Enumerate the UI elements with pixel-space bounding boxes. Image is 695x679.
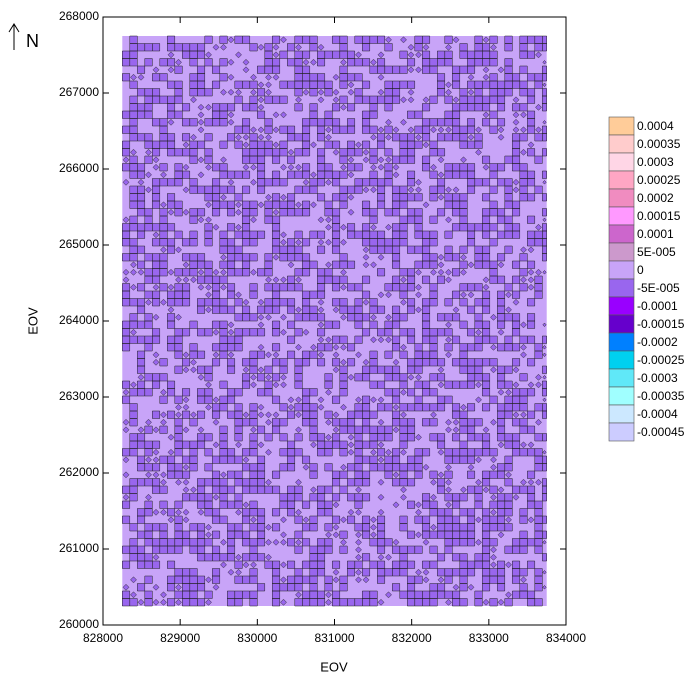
y-tick-label: 260000 [59,617,99,631]
colorbar-swatch [608,422,635,442]
colorbar-label: -0.00035 [637,389,685,403]
colorbar-swatch [608,386,635,406]
colorbar-label: 0.00035 [637,137,681,151]
y-tick-label: 265000 [59,237,99,251]
colorbar-label: -0.0003 [637,371,678,385]
x-tick-label: 831000 [314,631,354,645]
colorbar-swatch [608,260,635,280]
colorbar-swatch [608,206,635,226]
y-tick-label: 264000 [59,313,99,327]
y-tick-label: 261000 [59,541,99,555]
colorbar-label: 0.0001 [637,227,674,241]
y-tick-label: 268000 [59,9,99,23]
colorbar-swatch [608,152,635,172]
colorbar-swatch [608,116,635,136]
x-tick-label: 833000 [469,631,509,645]
colorbar-label: -0.00045 [637,425,685,439]
x-tick-label: 832000 [392,631,432,645]
x-tick-label: 829000 [160,631,200,645]
colorbar-swatch [608,350,635,370]
colorbar-swatch [608,134,635,154]
colorbar-label: 0.0004 [637,119,674,133]
north-arrow [8,23,20,50]
contour-field [122,35,547,607]
x-axis-label: EOV [320,659,348,674]
colorbar-label: 0.0002 [637,191,674,205]
colorbar-swatch [608,296,635,316]
colorbar-swatch [608,188,635,208]
colorbar-label: 0.0003 [637,155,674,169]
north-label: N [26,31,39,51]
colorbar-swatch [608,368,635,388]
colorbar-label: -0.0001 [637,299,678,313]
colorbar-label: -5E-005 [637,281,680,295]
x-tick-label: 834000 [546,631,586,645]
colorbar-swatch [608,170,635,190]
colorbar-label: 5E-005 [637,245,676,259]
colorbar-swatch [608,224,635,244]
colorbar-label: 0.00025 [637,173,681,187]
colorbar-swatch [608,278,635,298]
colorbar-label: -0.0004 [637,407,678,421]
colorbar-swatch [608,332,635,352]
colorbar-swatch [608,404,635,424]
colorbar-swatch [608,314,635,334]
x-tick-label: 830000 [237,631,277,645]
colorbar-label: 0 [637,263,644,277]
x-tick-label: 828000 [83,631,123,645]
colorbar-label: -0.00015 [637,317,685,331]
y-tick-label: 262000 [59,465,99,479]
y-tick-label: 263000 [59,389,99,403]
y-axis-label: EOV [25,307,40,335]
colorbar-label: -0.00025 [637,353,685,367]
colorbar-label: 0.00015 [637,209,681,223]
y-tick-label: 266000 [59,161,99,175]
y-tick-label: 267000 [59,85,99,99]
colorbar-label: -0.0002 [637,335,678,349]
colorbar-swatch [608,242,635,262]
